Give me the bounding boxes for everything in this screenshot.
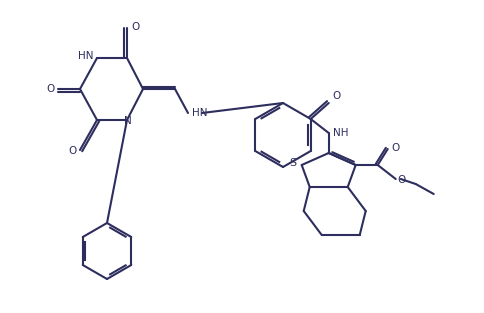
Text: O: O bbox=[397, 175, 405, 185]
Text: HN: HN bbox=[78, 51, 94, 61]
Text: O: O bbox=[46, 84, 55, 94]
Text: NH: NH bbox=[332, 128, 348, 138]
Text: S: S bbox=[289, 158, 296, 168]
Text: O: O bbox=[391, 143, 399, 153]
Text: N: N bbox=[124, 116, 132, 126]
Text: O: O bbox=[69, 146, 77, 156]
Text: O: O bbox=[332, 91, 340, 101]
Text: HN: HN bbox=[192, 108, 207, 118]
Text: O: O bbox=[131, 22, 139, 32]
